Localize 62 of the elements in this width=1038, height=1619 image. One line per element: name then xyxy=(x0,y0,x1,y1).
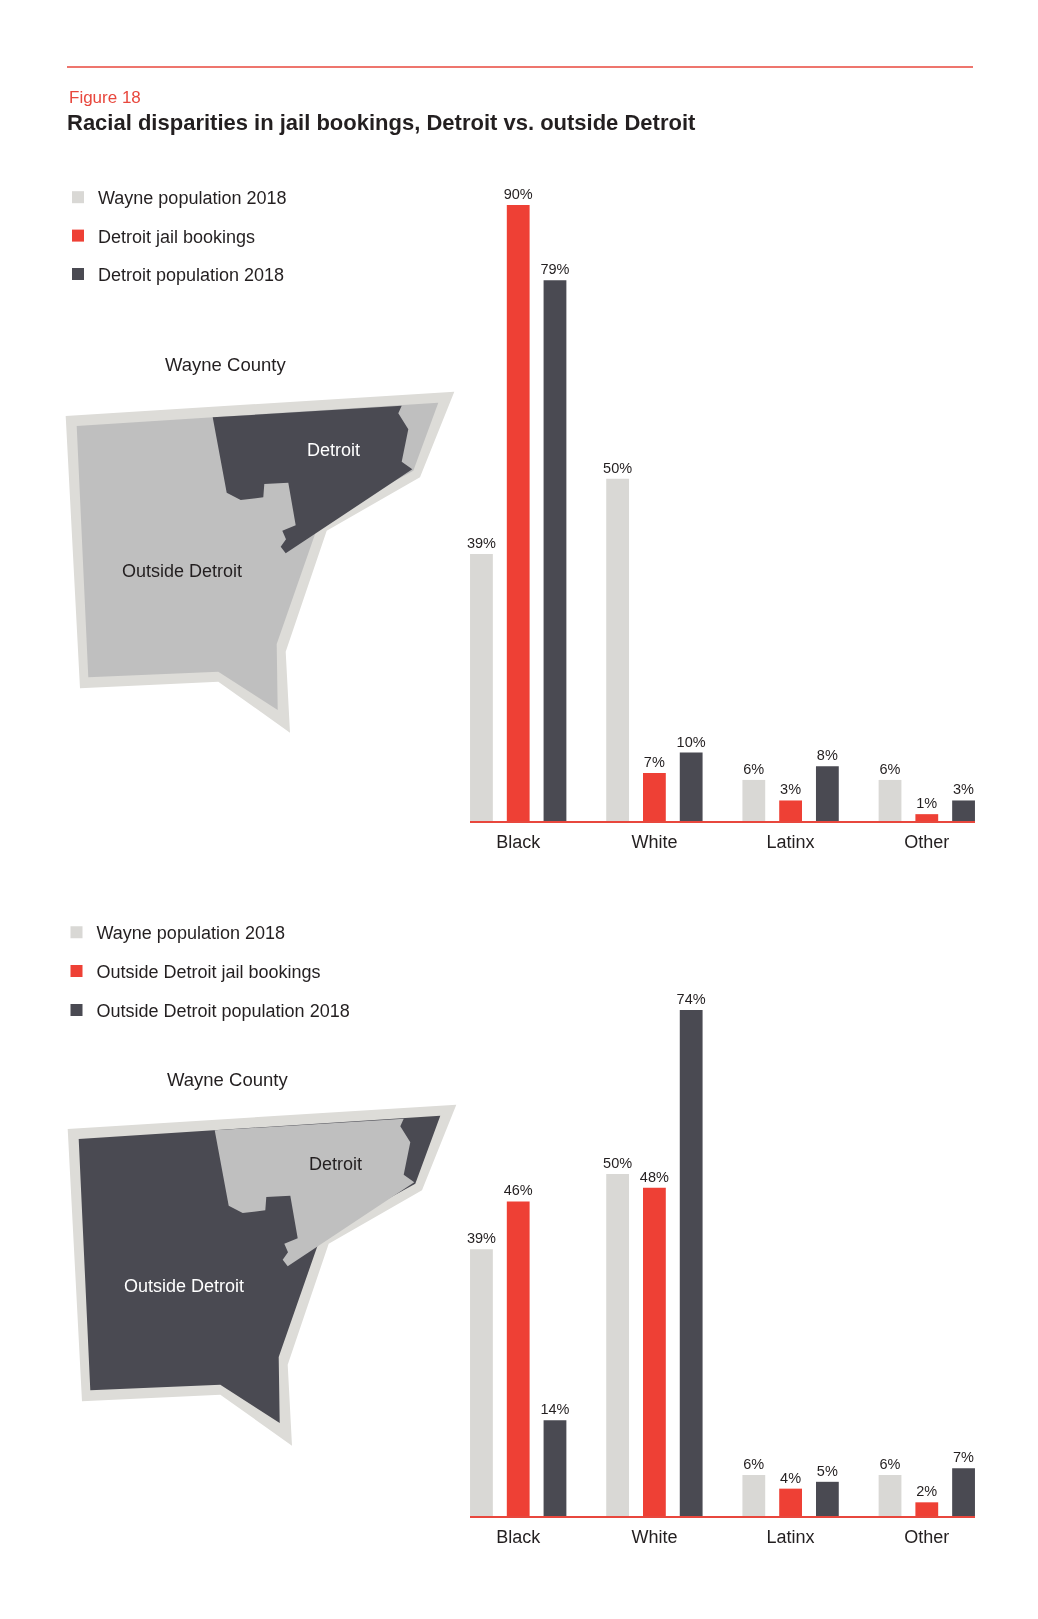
bar xyxy=(470,1249,493,1516)
x-tick-label: Other xyxy=(904,832,950,853)
bar xyxy=(606,478,630,821)
data-label: 90% xyxy=(503,186,533,202)
legend-label: Detroit population 2018 xyxy=(98,265,285,286)
data-label: 46% xyxy=(503,1182,533,1199)
bar xyxy=(543,1420,567,1516)
data-label: 79% xyxy=(540,261,570,278)
text: Outside Detroit xyxy=(122,561,243,581)
text: Outside Detroit xyxy=(124,1276,245,1296)
data-label: 1% xyxy=(916,795,938,812)
text: Detroit xyxy=(309,1154,363,1174)
x-tick-label: Black xyxy=(496,1527,542,1548)
bar xyxy=(952,1468,975,1516)
bar xyxy=(815,1481,839,1516)
bar xyxy=(742,1474,766,1516)
data-label: 3% xyxy=(780,781,802,798)
data-label: 6% xyxy=(743,760,765,777)
data-label: 50% xyxy=(603,459,633,476)
legend-label: Outside Detroit population 2018 xyxy=(96,1001,350,1022)
data-label: 7% xyxy=(953,1449,975,1466)
data-label: 50% xyxy=(603,1155,633,1172)
x-tick-label: Latinx xyxy=(766,1527,815,1548)
legend-label: Outside Detroit jail bookings xyxy=(96,962,321,983)
bar xyxy=(952,800,975,821)
x-tick-label: Black xyxy=(496,832,542,853)
bar xyxy=(878,1474,902,1516)
data-label: 7% xyxy=(643,754,665,771)
bar xyxy=(606,1174,630,1516)
x-tick-label: White xyxy=(631,1527,678,1548)
text: Wayne County xyxy=(165,354,287,375)
bar xyxy=(742,779,766,821)
data-label: 6% xyxy=(879,1455,901,1472)
chart-title: Racial disparities in jail bookings, Detroit vs. outside Detroit xyxy=(67,109,697,135)
bar xyxy=(470,554,493,821)
text: Detroit xyxy=(307,440,361,460)
bar xyxy=(679,1010,703,1516)
data-label: 2% xyxy=(916,1483,938,1500)
data-label: 39% xyxy=(466,1230,496,1247)
legend-label: Wayne population 2018 xyxy=(96,923,285,944)
bar xyxy=(679,752,703,821)
data-label: 39% xyxy=(466,535,496,552)
legend-label: Wayne population 2018 xyxy=(98,188,287,209)
x-tick-label: Latinx xyxy=(766,832,815,853)
bar xyxy=(878,779,902,821)
legend-label: Detroit jail bookings xyxy=(98,226,256,247)
data-label: 3% xyxy=(953,781,975,798)
x-tick-label: Other xyxy=(904,1527,950,1548)
bar xyxy=(543,280,567,821)
data-label: 8% xyxy=(816,747,838,764)
data-label: 6% xyxy=(743,1455,765,1472)
data-label: 4% xyxy=(780,1469,802,1486)
data-label: 74% xyxy=(676,991,706,1007)
text: Wayne County xyxy=(167,1069,289,1090)
data-label: 6% xyxy=(879,760,901,777)
data-label: 48% xyxy=(639,1168,669,1185)
caption: Figure 18 xyxy=(69,88,141,107)
x-tick-label: White xyxy=(631,832,678,853)
data-label: 5% xyxy=(816,1462,838,1479)
data-label: 10% xyxy=(676,733,706,750)
data-label: 14% xyxy=(540,1401,570,1418)
bar xyxy=(815,766,839,821)
